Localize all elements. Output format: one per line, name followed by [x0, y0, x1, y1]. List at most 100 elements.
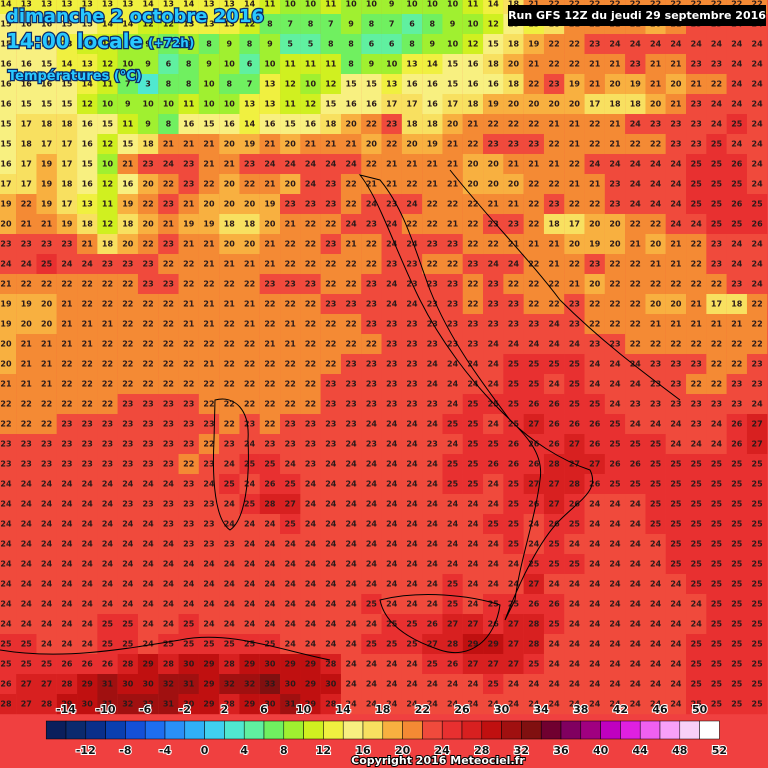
temperature-cell: [137, 574, 159, 595]
temperature-cell: [645, 634, 666, 655]
temperature-value: 8: [430, 20, 436, 29]
temperature-cell: [645, 234, 666, 255]
temperature-value: 7: [328, 20, 334, 29]
temperature-value: 24: [650, 600, 662, 609]
temperature-cell: [706, 214, 727, 235]
temperature-value: 25: [569, 520, 581, 529]
temperature-value: 24: [609, 600, 621, 609]
temperature-value: 22: [528, 300, 539, 309]
temperature-value: 21: [670, 60, 682, 69]
temperature-value: 21: [508, 200, 520, 209]
temperature-value: 24: [21, 540, 33, 549]
temperature-cell: [584, 574, 605, 595]
temperature-cell: [340, 554, 362, 575]
temperature-value: 20: [670, 80, 682, 89]
temperature-cell: [564, 414, 585, 435]
temperature-cell: [564, 554, 585, 575]
temperature-cell: [340, 154, 362, 175]
temperature-value: 24: [325, 500, 337, 509]
temperature-cell: [239, 334, 260, 355]
temperature-value: 15: [0, 20, 12, 29]
temperature-value: 23: [711, 400, 722, 409]
temperature-cell: [604, 154, 626, 175]
temperature-value: 24: [589, 640, 601, 649]
temperature-cell: [686, 434, 707, 455]
temperature-value: 26: [508, 460, 520, 469]
temperature-value: 25: [366, 640, 378, 649]
temperature-value: 9: [125, 40, 131, 49]
temperature-value: 23: [305, 460, 316, 469]
temperature-value: 24: [366, 700, 378, 709]
temperature-cell: [422, 114, 443, 135]
temperature-cell: [77, 94, 98, 115]
temperature-value: 23: [224, 440, 235, 449]
temperature-cell: [401, 294, 423, 315]
temperature-cell: [320, 314, 342, 335]
temperature-value: 24: [630, 600, 642, 609]
temperature-value: 12: [467, 40, 478, 49]
temperature-cell: [158, 54, 179, 75]
temperature-cell: [523, 594, 545, 615]
temperature-cell: [280, 114, 301, 135]
temperature-value: 22: [467, 140, 478, 149]
temperature-cell: [706, 674, 727, 695]
temperature-value: 21: [41, 340, 53, 349]
temperature-cell: [422, 74, 443, 95]
temperature-value: 25: [427, 660, 439, 669]
temperature-cell: [645, 194, 666, 215]
temperature-value: 25: [691, 200, 703, 209]
temperature-value: 22: [467, 240, 478, 249]
temperature-value: 20: [41, 300, 53, 309]
temperature-cell: [381, 274, 402, 295]
temperature-value: 23: [549, 200, 560, 209]
temperature-value: 24: [183, 580, 195, 589]
temperature-cell: [36, 94, 57, 115]
temperature-cell: [178, 294, 199, 315]
temperature-cell: [280, 614, 301, 635]
temperature-cell: [320, 434, 342, 455]
temperature-cell: [36, 254, 57, 275]
temperature-cell: [381, 514, 402, 535]
temperature-cell: [239, 254, 260, 275]
temperature-value: 9: [267, 40, 273, 49]
temperature-value: 21: [21, 380, 33, 389]
temperature-value: 22: [406, 180, 417, 189]
temperature-cell: [178, 454, 199, 475]
temperature-cell: [442, 394, 463, 415]
temperature-cell: [665, 494, 687, 515]
temperature-cell: [503, 654, 524, 675]
temperature-cell: [158, 434, 179, 455]
temperature-cell: [706, 594, 727, 615]
temperature-value: 10: [467, 20, 479, 29]
temperature-cell: [665, 254, 687, 275]
temperature-value: 21: [122, 160, 134, 169]
temperature-value: 22: [102, 400, 113, 409]
temperature-value: 24: [264, 580, 276, 589]
temperature-cell: [625, 614, 646, 635]
temperature-cell: [219, 194, 240, 215]
temperature-cell: [746, 534, 768, 555]
temperature-value: 24: [528, 340, 540, 349]
temperature-cell: [36, 0, 57, 15]
temperature-cell: [746, 214, 768, 235]
temperature-value: 8: [206, 40, 212, 49]
temperature-value: 22: [731, 0, 742, 9]
temperature-cell: [56, 574, 78, 595]
temperature-value: 23: [386, 320, 397, 329]
temperature-cell: [280, 534, 301, 555]
temperature-value: 24: [386, 560, 398, 569]
temperature-value: 28: [61, 680, 73, 689]
temperature-value: 15: [203, 120, 215, 129]
temperature-cell: [320, 454, 342, 475]
temperature-cell: [0, 534, 17, 555]
temperature-value: 24: [731, 40, 743, 49]
temperature-value: 21: [203, 320, 215, 329]
temperature-cell: [645, 414, 666, 435]
temperature-cell: [239, 534, 260, 555]
temperature-cell: [0, 654, 17, 675]
temperature-cell: [300, 0, 321, 15]
temperature-value: 19: [183, 220, 195, 229]
temperature-value: 24: [346, 580, 358, 589]
temperature-value: 19: [488, 100, 500, 109]
temperature-cell: [259, 214, 281, 235]
